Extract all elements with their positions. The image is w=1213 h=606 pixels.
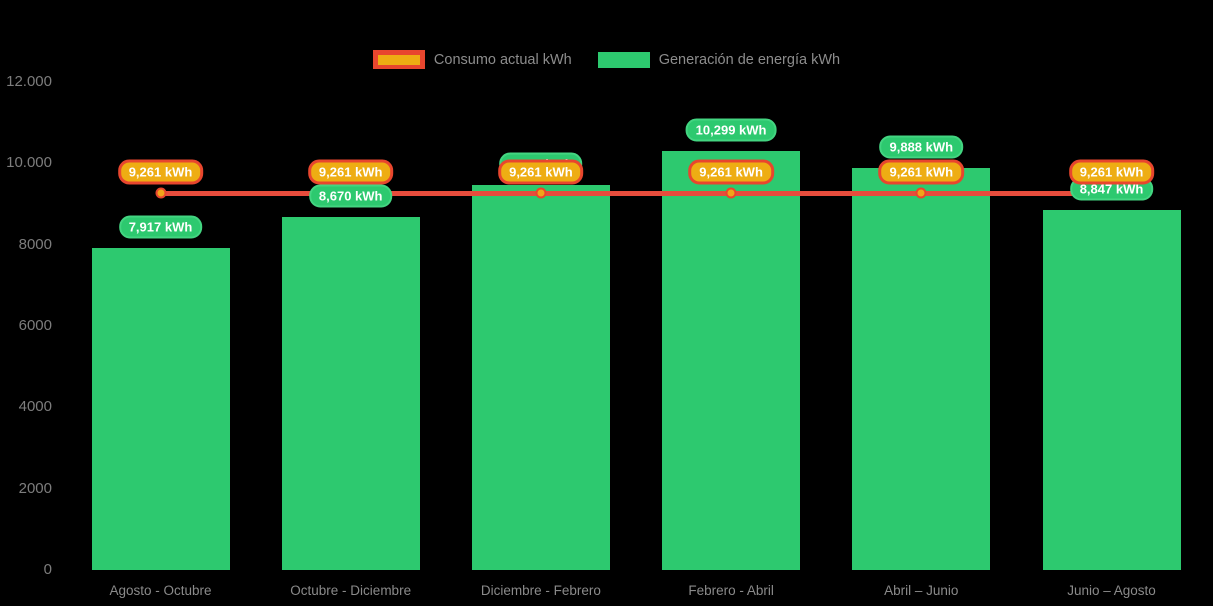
line-point-marker-4[interactable] — [725, 187, 737, 199]
bar-2[interactable] — [281, 217, 420, 570]
generation-value-label-1: 7,917 kWh — [118, 215, 203, 239]
bar-4[interactable] — [662, 151, 801, 570]
consumption-value-label-6: 9,261 kWh — [1068, 159, 1155, 185]
generacion-legend-swatch-icon — [597, 51, 650, 68]
y-tick-label: 10.000 — [6, 154, 52, 172]
x-axis-label-6: Junio – Agosto — [1067, 583, 1156, 598]
line-point-marker-5[interactable] — [915, 187, 927, 199]
consumption-line — [160, 190, 1112, 196]
line-point-marker-3[interactable] — [535, 187, 547, 199]
y-tick-label: 0 — [43, 561, 52, 578]
line-point-marker-1[interactable] — [155, 187, 166, 199]
x-axis-label-5: Abril – Junio — [884, 583, 959, 598]
consumption-value-label-5: 9,261 kWh — [878, 159, 965, 185]
x-axis-label-1: Agosto - Octubre — [109, 583, 212, 598]
generation-value-label-4: 10,299 kWh — [685, 118, 777, 142]
bar-3[interactable] — [471, 185, 610, 570]
generation-value-label-5: 9,888 kWh — [879, 135, 964, 159]
y-tick-label: 6000 — [18, 317, 52, 334]
generation-value-label-2: 8,670 kWh — [308, 184, 393, 208]
y-tick-label: 12.000 — [6, 73, 52, 90]
x-axis-label-2: Octubre - Diciembre — [290, 583, 412, 598]
bar-1[interactable] — [91, 248, 230, 570]
legend-label-generacion: Generación de energía kWh — [658, 51, 841, 68]
chart-legend: Consumo actual kWh Generación de energía… — [0, 50, 1213, 69]
consumption-value-label-2: 9,261 kWh — [307, 159, 394, 185]
x-axis-label-3: Diciembre - Febrero — [480, 583, 601, 598]
x-axis-label-4: Febrero - Abril — [688, 583, 774, 598]
legend-label-consumo: Consumo actual kWh — [433, 51, 572, 68]
consumption-value-label-1: 9,261 kWh — [117, 159, 204, 185]
consumo-legend-swatch-icon — [372, 50, 425, 69]
y-tick-label: 4000 — [18, 398, 52, 416]
consumption-value-label-4: 9,261 kWh — [688, 159, 774, 185]
consumption-value-label-3: 9,261 kWh — [498, 159, 584, 185]
y-tick-label: 8000 — [18, 235, 52, 253]
legend-item-generacion[interactable]: Generación de energía kWh — [597, 51, 841, 68]
y-tick-label: 2000 — [18, 479, 52, 497]
bar-5[interactable] — [852, 167, 991, 570]
consumo-legend-swatch-inner — [377, 54, 420, 65]
bar-6[interactable] — [1042, 210, 1181, 570]
legend-item-consumo[interactable]: Consumo actual kWh — [372, 50, 572, 69]
